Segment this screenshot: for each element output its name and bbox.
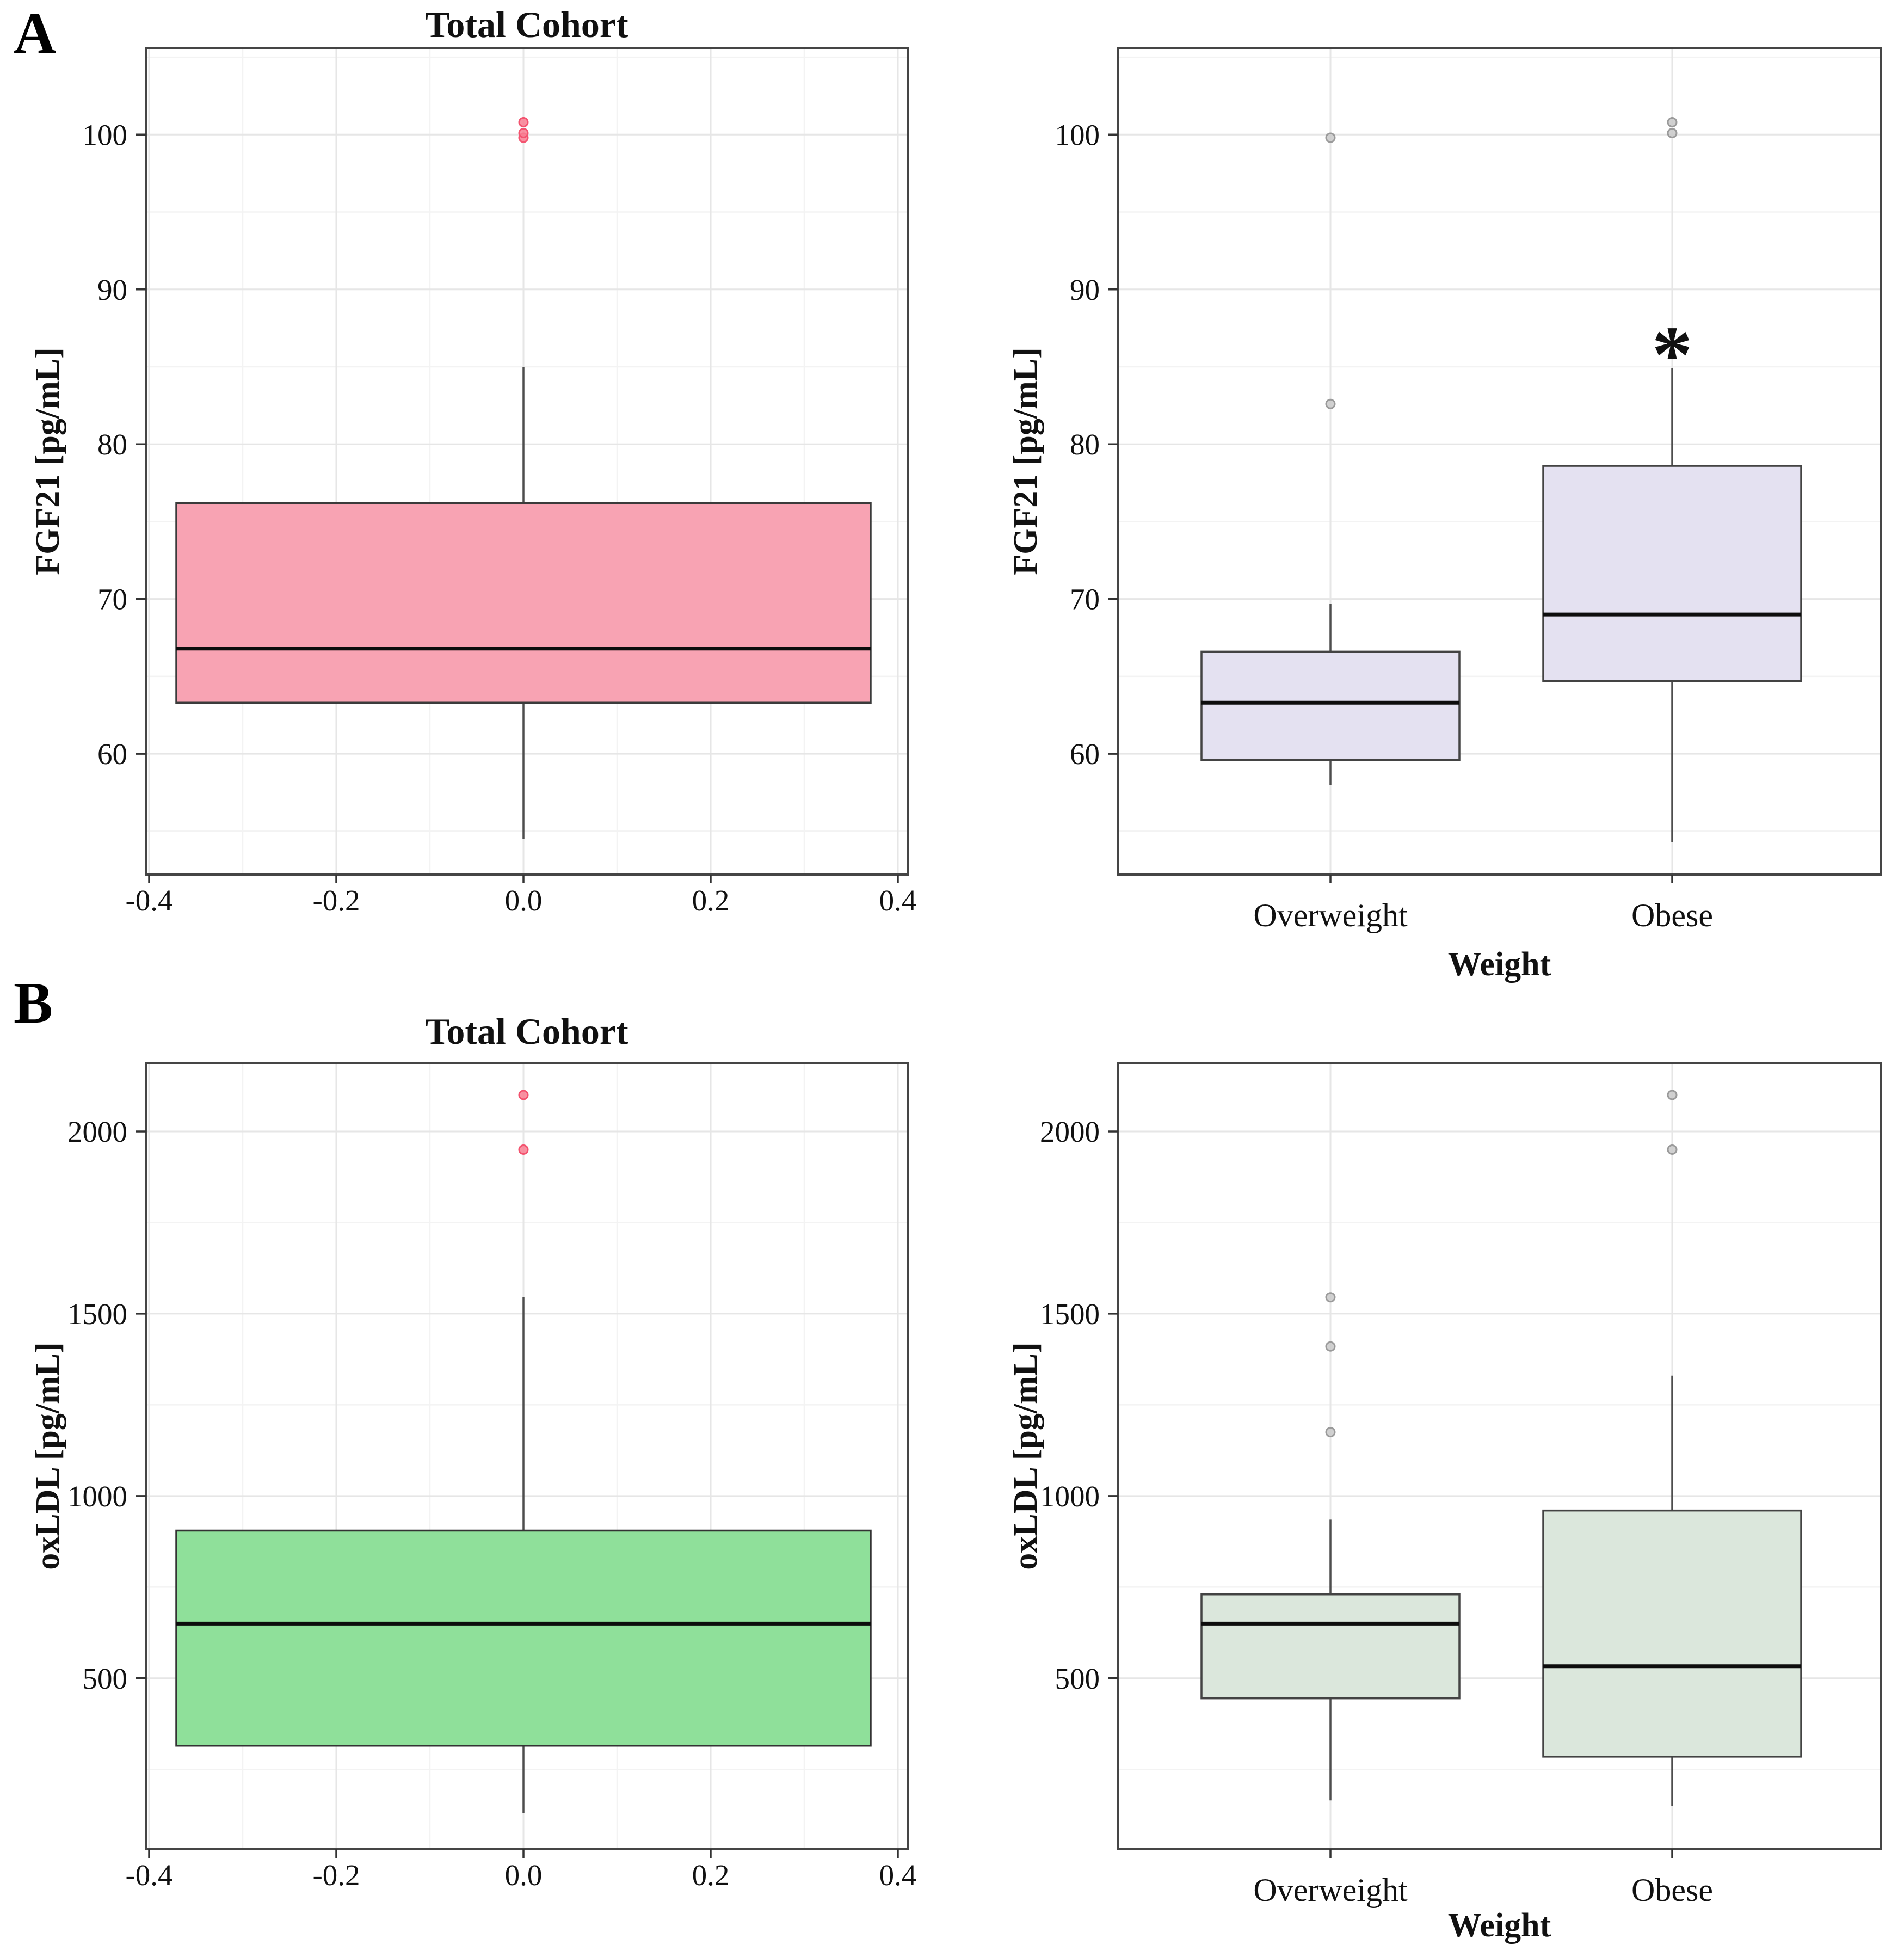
x-tick-label: -0.4: [125, 884, 172, 917]
outlier-point: [1325, 1341, 1336, 1352]
chart-oxldl-total-cohort: 500 1000 1500 2000 -0.4 -0.2 0.0 0.2 0.4 Total Co…: [29, 1011, 917, 1892]
plot-border: [1117, 47, 1882, 876]
plot-border: [145, 47, 909, 876]
significance-asterisk: *: [1652, 310, 1693, 400]
outlier-point: [1667, 127, 1678, 138]
chart-fgf21-by-weight: * 60 70 80 90 100 Overweight Obese Weight FGF21 […: [1007, 47, 1882, 983]
y-tick-label: 1000: [1040, 1480, 1100, 1513]
box-rect: [1200, 650, 1461, 761]
y-tick-label: 1500: [1040, 1297, 1100, 1331]
box-rect: [1542, 465, 1802, 682]
category-label: Overweight: [1253, 1872, 1408, 1908]
box-overweight: [1200, 1292, 1461, 1801]
y-axis-label: FGF21 [pg/mL]: [1007, 347, 1044, 575]
y-tick-label: 100: [83, 118, 128, 151]
y-axis-label: oxLDL [pg/mL]: [29, 1342, 66, 1570]
y-tick-label: 2000: [1040, 1115, 1100, 1148]
y-tick-label: 80: [97, 428, 127, 461]
outlier-point: [1325, 1292, 1336, 1303]
x-tick-label: 0.2: [692, 884, 730, 917]
box-obese: [1542, 117, 1802, 842]
x-axis-label: Weight: [1448, 946, 1551, 983]
outlier-point: [518, 1144, 529, 1155]
outlier-point: [1667, 1144, 1678, 1155]
outlier-point: [1667, 117, 1678, 128]
y-tick-label: 60: [97, 737, 127, 771]
outlier-point: [1325, 1427, 1336, 1438]
y-tick-label: 70: [1070, 583, 1100, 616]
category-label: Overweight: [1253, 897, 1408, 933]
box-total-cohort: [175, 1090, 872, 1813]
box-obese: [1542, 1090, 1802, 1806]
y-tick-label: 80: [1070, 428, 1100, 461]
category-label: Obese: [1631, 1872, 1713, 1908]
x-tick-label: 0.4: [879, 1858, 917, 1892]
x-tick-label: -0.4: [125, 1858, 172, 1892]
x-tick-label: -0.2: [312, 884, 360, 917]
y-axis-label: oxLDL [pg/mL]: [1007, 1342, 1044, 1570]
outlier-point: [1325, 398, 1336, 409]
y-tick-label: 1500: [67, 1297, 127, 1331]
outlier-point: [518, 117, 529, 128]
chart-title: Total Cohort: [425, 1011, 628, 1052]
x-axis-label: Weight: [1448, 1907, 1551, 1944]
y-tick-label: 500: [83, 1662, 128, 1695]
box-total-cohort: [175, 117, 872, 839]
x-tick-label: -0.2: [312, 1858, 360, 1892]
y-tick-label: 90: [1070, 273, 1100, 306]
y-tick-label: 60: [1070, 737, 1100, 771]
x-tick-label: 0.2: [692, 1858, 730, 1892]
y-axis-label: FGF21 [pg/mL]: [29, 347, 66, 575]
y-tick-label: 2000: [67, 1115, 127, 1148]
box-rect: [1542, 1509, 1802, 1758]
x-tick-label: 0.0: [505, 884, 543, 917]
box-rect: [1200, 1593, 1461, 1700]
plot-background: [146, 48, 908, 875]
box-rect: [175, 1529, 872, 1747]
y-tick-label: 1000: [67, 1480, 127, 1513]
chart-fgf21-total-cohort: 60 70 80 90 100 -0.4 -0.2 0.0 0.2 0.4 Total Cohort…: [29, 4, 917, 917]
y-tick-label: 100: [1055, 118, 1100, 151]
box-overweight: [1200, 132, 1461, 785]
category-label: Obese: [1631, 897, 1713, 933]
outlier-point: [1325, 132, 1336, 143]
outlier-point: [518, 1090, 529, 1100]
y-tick-label: 90: [97, 273, 127, 306]
plot-border: [1117, 1062, 1882, 1850]
outlier-point: [518, 127, 529, 138]
panel-label-a: A: [14, 1, 56, 66]
plot-border: [145, 1062, 909, 1850]
box-rect: [175, 502, 872, 704]
chart-title: Total Cohort: [425, 4, 628, 45]
x-tick-label: 0.0: [505, 1858, 543, 1892]
outlier-point: [1667, 1090, 1678, 1100]
y-tick-label: 70: [97, 583, 127, 616]
chart-oxldl-by-weight: 500 1000 1500 2000 Overweight Obese Weight oxLD…: [1007, 1062, 1882, 1944]
panel-label-b: B: [14, 971, 53, 1036]
x-tick-label: 0.4: [879, 884, 917, 917]
y-tick-label: 500: [1055, 1662, 1100, 1695]
